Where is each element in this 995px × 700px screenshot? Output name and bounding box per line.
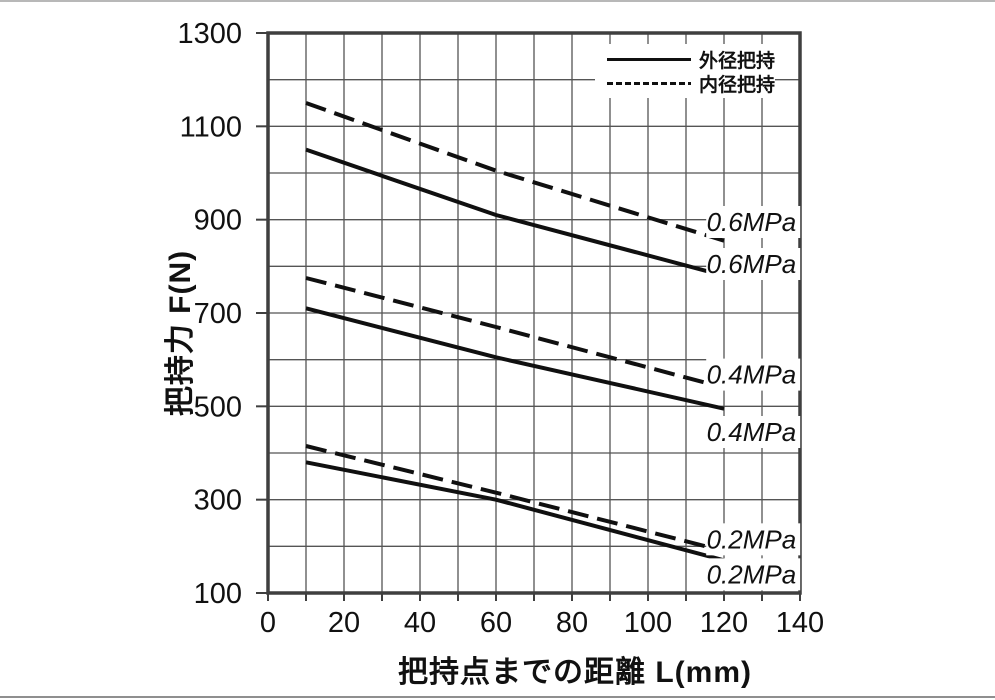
- series-label-backing: [706, 248, 801, 280]
- page-top-rule: [0, 0, 995, 2]
- x-tick-label: 60: [480, 607, 512, 639]
- solid-line-swatch-icon: [607, 57, 691, 61]
- x-tick-label: 0: [260, 607, 276, 639]
- series-pressure-label: 0.6MPa: [707, 249, 797, 279]
- y-tick-label: 1100: [180, 111, 242, 143]
- series-pressure-label: 0.4MPa: [707, 360, 797, 390]
- legend-item-inner-grip: 内径把持: [595, 71, 776, 96]
- series-label-backing: [706, 558, 801, 591]
- x-tick-label: 100: [624, 607, 672, 639]
- y-tick-label: 300: [194, 485, 242, 517]
- series-line-solid-0.2MPa: [305, 460, 725, 563]
- series-label-backing: [706, 206, 801, 238]
- page-bottom-rule: [0, 696, 995, 698]
- x-axis-title: 把持点までの距離 L(mm): [398, 656, 752, 689]
- x-tick-label: 80: [556, 607, 588, 639]
- series-pressure-label: 0.4MPa: [707, 417, 797, 447]
- y-tick-label: 100: [194, 578, 242, 610]
- y-axis-title: 把持力 F(N): [164, 249, 197, 417]
- series-label-backing: [706, 523, 801, 556]
- y-tick-label: 900: [194, 205, 242, 237]
- series-pressure-label: 0.2MPa: [707, 524, 797, 554]
- series-label-backing: [706, 416, 801, 448]
- x-tick-label: 120: [700, 607, 748, 639]
- x-tick-label: 20: [328, 607, 360, 639]
- x-tick-label: 40: [404, 607, 436, 639]
- legend: 外径把持 内径把持: [595, 44, 775, 98]
- series-pressure-label: 0.2MPa: [707, 559, 797, 589]
- series-line-solid-0.6MPa: [305, 147, 725, 278]
- y-tick-label: 700: [194, 298, 242, 330]
- dashed-line-swatch-icon: [607, 81, 691, 85]
- legend-label-outer-grip: 外径把持: [699, 50, 776, 72]
- series-pressure-label: 0.6MPa: [707, 207, 797, 237]
- x-tick-label: 140: [776, 607, 824, 639]
- y-tick-label: 500: [194, 391, 242, 423]
- series-label-backing: [706, 358, 801, 391]
- series-line-solid-0.4MPa: [305, 306, 725, 411]
- y-tick-label: 1300: [177, 18, 242, 50]
- series-line-dashed-0.4MPa: [305, 276, 725, 390]
- series-line-dashed-0.6MPa: [305, 101, 725, 243]
- legend-label-inner-grip: 内径把持: [699, 74, 776, 96]
- series-line-dashed-0.2MPa: [305, 444, 725, 553]
- legend-item-outer-grip: 外径把持: [595, 47, 776, 72]
